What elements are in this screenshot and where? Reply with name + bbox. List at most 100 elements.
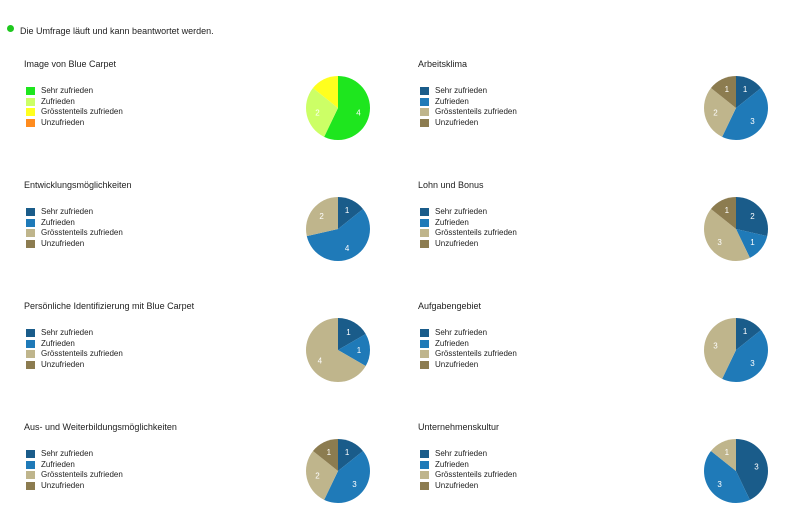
legend-item: Grösstenteils zufrieden: [420, 470, 517, 481]
legend-label: Unzufrieden: [41, 118, 85, 128]
legend-swatch: [420, 218, 429, 227]
legend-item: Zufrieden: [420, 339, 517, 350]
pie-chart: 1 3 3: [704, 318, 768, 382]
pie-slice: [736, 229, 768, 258]
pie-slice: [736, 197, 769, 237]
pie-chart: 2 1 3 1: [704, 197, 769, 261]
pie-chart: 1 3 2 1: [306, 439, 370, 503]
legend-label: Sehr zufrieden: [435, 328, 488, 338]
pie-slice-label: 1: [357, 346, 362, 355]
legend-item: Unzufrieden: [26, 118, 123, 129]
legend-swatch: [26, 361, 35, 370]
pie-slice-label: 1: [743, 327, 748, 336]
legend-swatch: [420, 87, 429, 96]
pie-slice-label: 3: [754, 462, 759, 471]
legend-label: Sehr zufrieden: [41, 328, 94, 338]
legend-item: Unzufrieden: [26, 360, 123, 371]
pie-slice-label: 1: [327, 448, 332, 457]
pie-slice-label: 4: [356, 109, 361, 118]
legend-label: Unzufrieden: [435, 481, 479, 491]
legend-item: Zufrieden: [26, 460, 123, 471]
legend-label: Unzufrieden: [41, 481, 85, 491]
legend-label: Grösstenteils zufrieden: [41, 107, 123, 117]
chart-title: Lohn und Bonus: [418, 180, 484, 190]
pie-slice-label: 1: [743, 85, 748, 94]
legend-item: Grösstenteils zufrieden: [26, 228, 123, 239]
chart-legend: Sehr zufrieden Zufrieden Grösstenteils zuf…: [420, 86, 517, 128]
status-dot-icon: [7, 24, 14, 32]
legend-label: Sehr zufrieden: [435, 86, 488, 96]
legend-swatch: [420, 350, 429, 359]
chart-panel: Image von Blue Carpet Sehr zufrieden Zufri…: [24, 59, 404, 159]
legend-swatch: [420, 361, 429, 370]
legend-swatch: [26, 218, 35, 227]
legend-swatch: [420, 450, 429, 459]
legend-swatch: [420, 119, 429, 128]
legend-swatch: [26, 339, 35, 348]
pie-slice: [704, 451, 750, 503]
legend-item: Sehr zufrieden: [420, 207, 517, 218]
chart-legend: Sehr zufrieden Zufrieden Grösstenteils zuf…: [420, 449, 517, 491]
legend-swatch: [420, 240, 429, 249]
legend-swatch: [420, 471, 429, 480]
legend-label: Zufrieden: [41, 96, 75, 106]
pie-slice-label: 2: [713, 109, 718, 118]
legend-item: Unzufrieden: [420, 481, 517, 492]
pie-chart: 11 4: [305, 318, 370, 382]
legend-item: Zufrieden: [26, 339, 123, 350]
legend-label: Grösstenteils zufrieden: [435, 470, 517, 480]
chart-legend: Sehr zufrieden Zufrieden Grösstenteils zuf…: [420, 207, 517, 249]
legend-label: Unzufrieden: [41, 360, 85, 370]
chart-title: Arbeitsklima: [418, 59, 468, 69]
legend-item: Sehr zufrieden: [420, 328, 517, 339]
pie-slice: [710, 76, 736, 108]
pie-slice: [305, 197, 338, 237]
pie-slice: [704, 318, 736, 379]
legend-swatch: [26, 329, 35, 338]
pie-slice: [338, 439, 364, 471]
legend-label: Unzufrieden: [435, 239, 479, 249]
chart-title: Aufgabengebiet: [418, 301, 482, 311]
legend-item: Sehr zufrieden: [420, 86, 517, 97]
pie-slice-label: 2: [319, 212, 324, 221]
pie-slice: [736, 76, 762, 108]
legend-swatch: [26, 450, 35, 459]
legend-item: Zufrieden: [420, 218, 517, 229]
legend-label: Sehr zufrieden: [435, 207, 488, 217]
pie-slice-label: 4: [318, 357, 323, 366]
legend-item: Zufrieden: [26, 97, 123, 108]
legend-swatch: [26, 119, 35, 128]
legend-swatch: [420, 108, 429, 117]
pie-slice: [710, 197, 736, 229]
pie-chart: 1 3 2 1: [704, 76, 768, 140]
legend-swatch: [26, 240, 35, 249]
legend-label: Zufrieden: [435, 338, 469, 348]
legend-item: Grösstenteils zufrieden: [26, 107, 123, 118]
legend-item: Grösstenteils zufrieden: [420, 228, 517, 239]
survey-status: Die Umfrage läuft und kann beantwortet w…: [7, 24, 214, 38]
legend-item: Unzufrieden: [420, 360, 517, 371]
legend-item: Grösstenteils zufrieden: [420, 349, 517, 360]
legend-swatch: [26, 97, 35, 106]
chart-legend: Sehr zufrieden Zufrieden Grösstenteils zuf…: [26, 449, 123, 491]
pie-slice-label: 3: [750, 359, 755, 368]
chart-legend: Sehr zufrieden Zufrieden Grösstenteils zuf…: [26, 207, 123, 249]
legend-swatch: [420, 482, 429, 491]
pie-slice: [338, 334, 370, 366]
legend-label: Zufrieden: [435, 96, 469, 106]
pie-slice-label: 3: [717, 480, 722, 489]
chart-panel: Aus- und Weiterbildungsmöglichkeiten Sehr…: [24, 422, 404, 522]
legend-label: Grösstenteils zufrieden: [41, 470, 123, 480]
legend-swatch: [26, 482, 35, 491]
legend-swatch: [26, 350, 35, 359]
pie-slice: [704, 209, 750, 261]
legend-label: Sehr zufrieden: [435, 449, 488, 459]
pie-slice: [306, 88, 338, 137]
pie-slice-label: 1: [750, 238, 755, 247]
chart-title: Unternehmenskultur: [418, 422, 500, 432]
legend-item: Zufrieden: [420, 97, 517, 108]
legend-label: Zufrieden: [41, 338, 75, 348]
legend-label: Sehr zufrieden: [41, 449, 94, 459]
pie-slice: [736, 439, 768, 500]
legend-swatch: [420, 329, 429, 338]
